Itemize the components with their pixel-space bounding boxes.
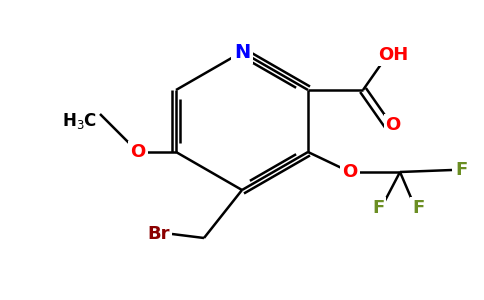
Text: F: F [455,161,467,179]
Text: F: F [372,199,384,217]
Text: OH: OH [378,46,408,64]
Text: O: O [342,163,358,181]
Text: N: N [234,43,250,61]
Text: F: F [412,199,424,217]
Text: Br: Br [148,225,170,243]
Text: O: O [385,116,401,134]
Text: H$_3$C: H$_3$C [62,111,97,131]
Text: O: O [130,143,146,161]
